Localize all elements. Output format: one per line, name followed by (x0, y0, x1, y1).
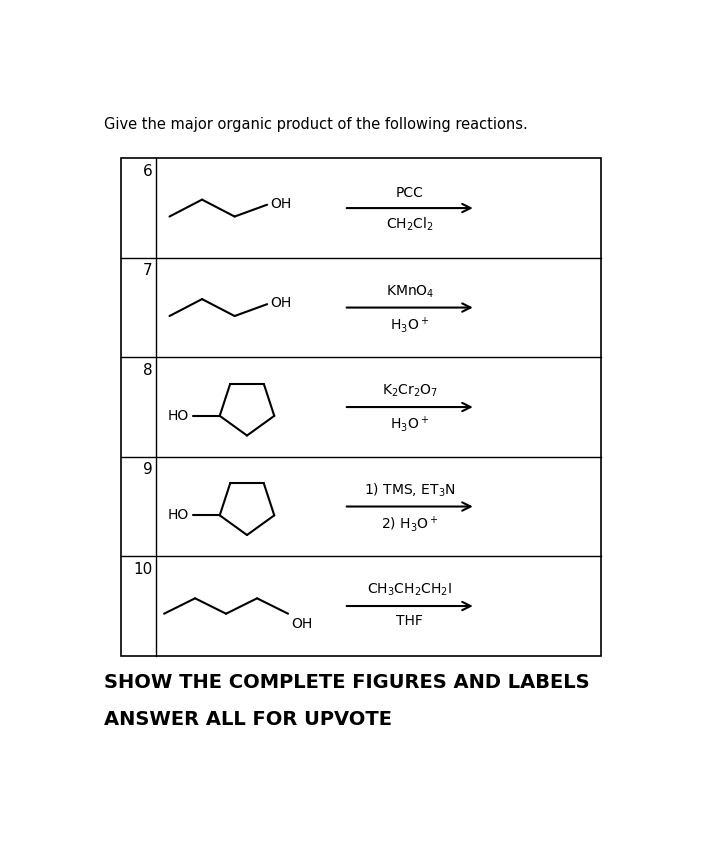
Text: H$_3$O$^+$: H$_3$O$^+$ (390, 315, 429, 335)
Text: 8: 8 (143, 363, 152, 378)
Text: CH$_3$CH$_2$CH$_2$I: CH$_3$CH$_2$CH$_2$I (367, 582, 453, 598)
Text: OH: OH (270, 296, 291, 311)
Text: 2) H$_3$O$^+$: 2) H$_3$O$^+$ (381, 514, 439, 534)
Text: 10: 10 (133, 562, 152, 577)
Text: SHOW THE COMPLETE FIGURES AND LABELS: SHOW THE COMPLETE FIGURES AND LABELS (104, 672, 589, 692)
Text: HO: HO (168, 408, 189, 423)
Text: ANSWER ALL FOR UPVOTE: ANSWER ALL FOR UPVOTE (104, 710, 391, 728)
Text: HO: HO (168, 508, 189, 523)
Text: K$_2$Cr$_2$O$_7$: K$_2$Cr$_2$O$_7$ (381, 383, 438, 399)
Text: H$_3$O$^+$: H$_3$O$^+$ (390, 414, 429, 435)
Text: 1) TMS, ET$_3$N: 1) TMS, ET$_3$N (364, 482, 455, 499)
Text: 7: 7 (143, 263, 152, 278)
Text: THF: THF (396, 614, 423, 628)
Text: CH$_2$Cl$_2$: CH$_2$Cl$_2$ (386, 216, 434, 233)
Text: PCC: PCC (396, 186, 424, 200)
Text: KMnO$_4$: KMnO$_4$ (386, 283, 434, 300)
Text: OH: OH (270, 197, 291, 211)
Text: 6: 6 (142, 163, 152, 179)
Text: Give the major organic product of the following reactions.: Give the major organic product of the fo… (104, 117, 527, 132)
Text: 9: 9 (142, 462, 152, 477)
Text: OH: OH (291, 617, 312, 631)
Bar (121, 158, 601, 656)
